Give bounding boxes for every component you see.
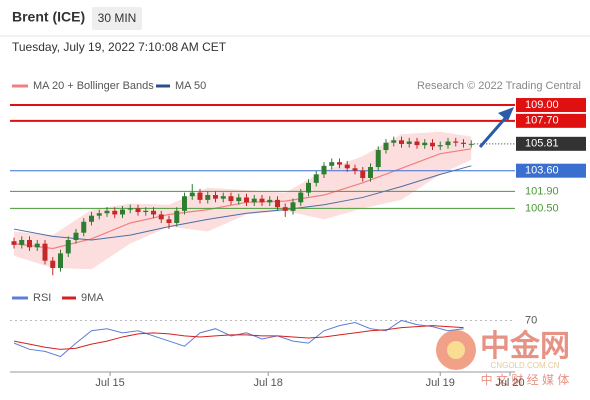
ma50-line bbox=[13, 165, 472, 241]
candle-body bbox=[19, 240, 25, 245]
candle-body bbox=[11, 241, 17, 245]
interval-badge bbox=[92, 7, 142, 30]
candle-body bbox=[437, 145, 443, 147]
candle-body bbox=[158, 214, 164, 220]
candle-body bbox=[244, 197, 249, 203]
legend-label: MA 20 + Bollinger Bands bbox=[33, 80, 154, 92]
candle-body bbox=[298, 192, 304, 203]
level-label: 107.70 bbox=[525, 115, 559, 127]
x-tick-label: Jul 19 bbox=[426, 377, 455, 389]
candle-body bbox=[414, 141, 420, 146]
candle-body bbox=[406, 141, 412, 144]
candle-body bbox=[383, 142, 389, 151]
candle-body bbox=[453, 141, 459, 143]
candle-body bbox=[228, 196, 234, 202]
candle-body bbox=[135, 208, 141, 213]
candle-body bbox=[205, 195, 211, 200]
plot: 109.00 107.70 105.81 103.60 101.90 100.50 Jul … bbox=[10, 98, 586, 389]
candle-body bbox=[34, 243, 40, 248]
x-tick-label: Jul 15 bbox=[95, 377, 124, 389]
rsi-line bbox=[13, 319, 464, 358]
candle-body bbox=[89, 215, 94, 222]
candle-body bbox=[306, 182, 311, 193]
watermark: 中金网 CNGOLD.COM.CN 中 文 财 经 媒 体 bbox=[436, 329, 570, 387]
candle-body bbox=[368, 167, 373, 178]
candle-body bbox=[313, 174, 319, 183]
candle-body bbox=[430, 142, 435, 147]
candle-body bbox=[65, 240, 71, 254]
candle-body bbox=[197, 192, 203, 200]
level-label-box bbox=[516, 136, 586, 151]
candle-body bbox=[189, 192, 195, 197]
x-tick-label: Jul 18 bbox=[254, 377, 283, 389]
candle-body bbox=[213, 195, 218, 199]
watermark-tagline: 中 文 财 经 媒 体 bbox=[481, 372, 570, 387]
candle-body bbox=[182, 196, 187, 211]
legend-label: MA 50 bbox=[175, 80, 206, 92]
candle-body bbox=[42, 243, 48, 261]
candle-body bbox=[143, 210, 149, 213]
level-label-box bbox=[516, 98, 586, 113]
forecast-arrowhead bbox=[498, 107, 514, 121]
candle-body bbox=[151, 210, 156, 215]
candle-body bbox=[337, 162, 342, 165]
candle-body bbox=[58, 253, 63, 268]
candle-body bbox=[321, 165, 327, 175]
candle-body bbox=[344, 164, 350, 169]
legend-label: RSI bbox=[33, 292, 51, 304]
level-label: 101.90 bbox=[525, 185, 559, 197]
legend-label: 9MA bbox=[81, 292, 104, 304]
candle-body bbox=[174, 210, 180, 223]
candle-body bbox=[399, 140, 404, 144]
rsi-tick-label: 70 bbox=[525, 314, 537, 326]
candle-body bbox=[468, 143, 474, 145]
watermark-name: 中金网 bbox=[480, 329, 570, 363]
watermark-logo bbox=[447, 341, 465, 359]
bollinger-band bbox=[14, 131, 472, 270]
rsi-ma-line bbox=[13, 325, 464, 350]
source: Research © 2022 Trading Central bbox=[417, 80, 581, 92]
instrument-title: Brent (ICE) bbox=[12, 9, 85, 25]
candle-body bbox=[445, 141, 451, 146]
level-label: 105.81 bbox=[525, 138, 559, 150]
candle-body bbox=[236, 197, 242, 202]
candle-body bbox=[127, 208, 133, 210]
candle-body bbox=[360, 170, 366, 178]
candle-body bbox=[81, 221, 87, 233]
candle-body bbox=[104, 210, 110, 214]
timestamp: Tuesday, July 19, 2022 7:10:08 AM CET bbox=[12, 40, 227, 54]
candle-body bbox=[73, 232, 79, 241]
interval: 30 MIN bbox=[98, 11, 137, 25]
candle-body bbox=[96, 213, 102, 216]
candle-body bbox=[166, 219, 172, 223]
x-tick-label: Jul 20 bbox=[495, 377, 524, 389]
candle-body bbox=[375, 150, 381, 168]
candle-body bbox=[422, 142, 428, 146]
candle-body bbox=[352, 168, 358, 171]
level-label: 103.60 bbox=[525, 165, 559, 177]
candle-body bbox=[290, 202, 296, 211]
candle-body bbox=[259, 198, 265, 203]
candle-body bbox=[282, 207, 288, 211]
candle-body bbox=[27, 240, 32, 248]
candle-body bbox=[391, 140, 397, 143]
candle-body bbox=[251, 198, 257, 203]
candle-body bbox=[220, 196, 226, 199]
candle-body bbox=[329, 162, 335, 166]
candle-body bbox=[267, 199, 273, 203]
forecast-arrow bbox=[478, 114, 510, 148]
level-label: 109.00 bbox=[525, 99, 559, 111]
candle-body bbox=[461, 142, 466, 144]
candle-body bbox=[120, 209, 125, 215]
level-label-box bbox=[516, 113, 586, 128]
level-label: 100.50 bbox=[525, 202, 559, 214]
candle-body bbox=[112, 210, 118, 215]
candle-body bbox=[275, 199, 280, 208]
level-label-box bbox=[516, 163, 586, 178]
watermark-site: CNGOLD.COM.CN bbox=[491, 361, 560, 370]
candle-body bbox=[50, 260, 56, 268]
